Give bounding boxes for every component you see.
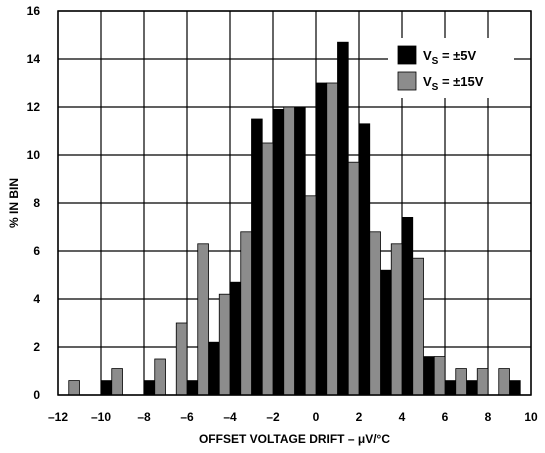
bar-series-2 bbox=[111, 368, 123, 396]
x-tick-label: 6 bbox=[442, 410, 449, 424]
legend-label: VS = ±5V bbox=[423, 48, 477, 67]
bar-series-2 bbox=[154, 358, 166, 396]
bar-series-1 bbox=[423, 356, 435, 396]
y-tick-label: 12 bbox=[27, 100, 41, 114]
bar-series-1 bbox=[251, 118, 263, 396]
bar-series-2 bbox=[68, 380, 80, 396]
bar-series-2 bbox=[347, 161, 360, 396]
x-tick-label: –12 bbox=[48, 410, 68, 424]
bar-series-2 bbox=[498, 368, 510, 396]
y-tick-label: 14 bbox=[27, 52, 41, 66]
bar-series-2 bbox=[175, 322, 188, 396]
bar-series-1 bbox=[100, 380, 113, 396]
bar-series-2 bbox=[240, 231, 252, 396]
y-tick-label: 16 bbox=[27, 4, 41, 18]
plot-frame bbox=[57, 10, 532, 396]
bar-series-2 bbox=[412, 257, 424, 396]
bar-series-1 bbox=[401, 216, 414, 396]
bar-series-1 bbox=[509, 380, 521, 396]
y-tick-label: 10 bbox=[27, 148, 41, 162]
x-tick-label: –2 bbox=[266, 410, 280, 424]
bar-series-2 bbox=[390, 243, 403, 396]
bar-series-2 bbox=[304, 195, 317, 396]
y-tick-label: 0 bbox=[33, 388, 40, 402]
bar-series-1 bbox=[208, 341, 220, 396]
x-axis-label: OFFSET VOLTAGE DRIFT – μV/°C bbox=[199, 432, 390, 446]
y-tick-label: 4 bbox=[33, 292, 40, 306]
bar-series-1 bbox=[294, 106, 306, 396]
bar-series-1 bbox=[315, 82, 328, 396]
bar-series-2 bbox=[476, 368, 489, 396]
bars bbox=[68, 41, 521, 396]
x-tick-label: 2 bbox=[356, 410, 363, 424]
legend-swatch bbox=[397, 71, 417, 91]
bar-series-1 bbox=[444, 380, 457, 396]
bar-series-2 bbox=[369, 231, 381, 396]
x-tick-label: –4 bbox=[223, 410, 237, 424]
bar-series-1 bbox=[186, 380, 199, 396]
x-tick-label: –10 bbox=[91, 410, 111, 424]
x-tick-label: –8 bbox=[137, 410, 151, 424]
bar-series-1 bbox=[380, 269, 392, 396]
x-tick-label: 0 bbox=[313, 410, 320, 424]
bar-series-2 bbox=[218, 293, 231, 396]
bar-series-2 bbox=[326, 82, 338, 396]
bar-series-2 bbox=[197, 243, 209, 396]
bar-series-1 bbox=[358, 123, 371, 396]
bar-series-2 bbox=[283, 106, 295, 396]
x-tick-label: –6 bbox=[180, 410, 194, 424]
bar-series-1 bbox=[143, 380, 156, 396]
bar-series-1 bbox=[337, 41, 349, 396]
bar-series-2 bbox=[261, 142, 274, 396]
x-tick-labels: –12 –10 –8 –6 –4 –2 0 2 4 6 8 10 bbox=[48, 410, 538, 424]
legend-swatch bbox=[397, 45, 417, 65]
y-axis-label: % IN BIN bbox=[7, 178, 21, 228]
legend-label: VS = ±15V bbox=[423, 74, 484, 93]
bar-series-1 bbox=[272, 109, 285, 396]
y-tick-labels: 0 2 4 6 8 10 12 14 16 bbox=[27, 4, 41, 402]
y-tick-label: 8 bbox=[33, 196, 40, 210]
y-tick-label: 2 bbox=[33, 340, 40, 354]
x-tick-label: 10 bbox=[524, 410, 538, 424]
bar-series-2 bbox=[433, 356, 446, 396]
legend: VS = ±5V VS = ±15V bbox=[388, 38, 514, 98]
bar-series-1 bbox=[229, 281, 242, 396]
bar-series-1 bbox=[466, 380, 478, 396]
y-tick-label: 6 bbox=[33, 244, 40, 258]
x-tick-label: 8 bbox=[485, 410, 492, 424]
bar-series-2 bbox=[455, 368, 467, 396]
x-tick-label: 4 bbox=[399, 410, 406, 424]
